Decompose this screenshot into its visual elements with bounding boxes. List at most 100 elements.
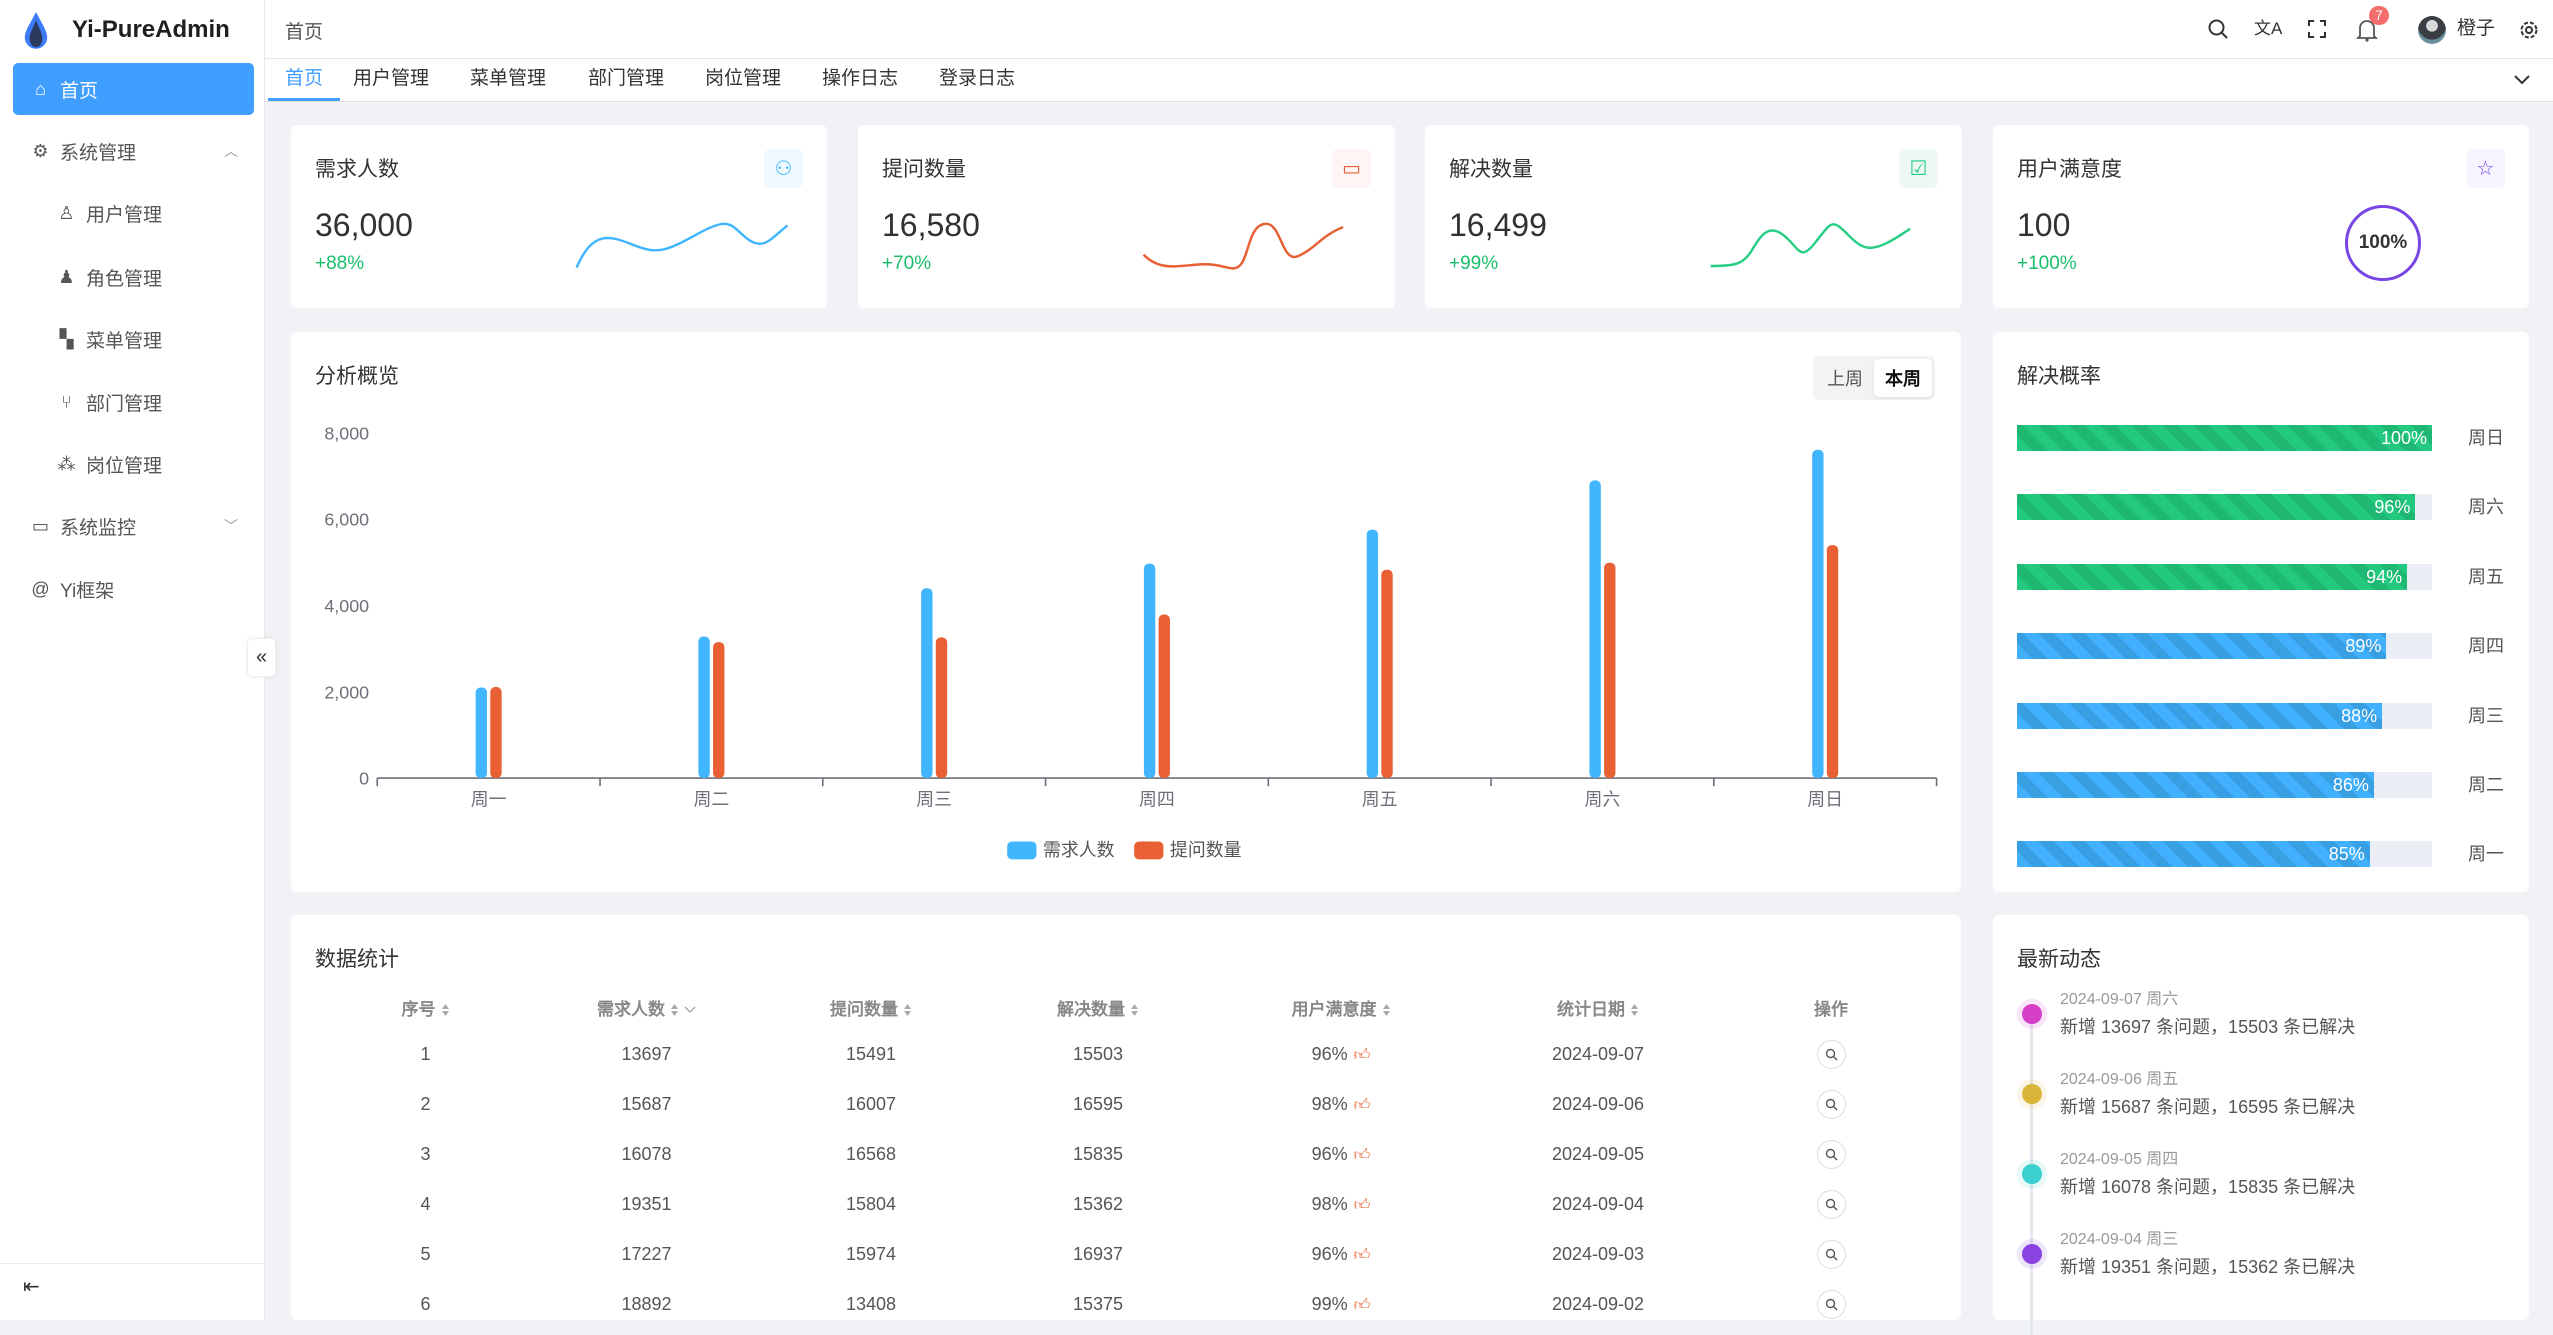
- bar-demand[interactable]: [698, 636, 710, 779]
- tab-menus[interactable]: 菜单管理: [470, 68, 547, 89]
- bar-questions[interactable]: [713, 642, 725, 779]
- sort-icon[interactable]: [1130, 1003, 1139, 1017]
- sidebar-item-label: 岗位管理: [86, 455, 163, 477]
- bar-questions[interactable]: [1381, 569, 1393, 779]
- bell-icon[interactable]: [2356, 18, 2378, 42]
- bar-demand[interactable]: [1589, 480, 1601, 779]
- cell-value: 15491: [845, 1043, 897, 1064]
- legend-label[interactable]: 提问数量: [1170, 840, 1242, 860]
- translate-icon[interactable]: 文A: [2254, 19, 2283, 38]
- progress-bar: 88%: [2017, 702, 2432, 729]
- column-header[interactable]: 序号: [315, 985, 536, 1029]
- legend-label[interactable]: 需求人数: [1043, 840, 1115, 860]
- progress-bar: 85%: [2017, 841, 2432, 868]
- bar-demand[interactable]: [1812, 449, 1824, 779]
- sidebar-item-depts[interactable]: ⑂ 部门管理: [13, 376, 254, 428]
- cell-value: 2024-09-02: [1551, 1293, 1645, 1314]
- tab-login-log[interactable]: 登录日志: [939, 68, 1016, 89]
- settings-gear-icon[interactable]: [2518, 19, 2540, 41]
- sidebar-item-home[interactable]: ⌂ 首页: [13, 63, 254, 115]
- sidebar-item-roles[interactable]: ♟ 角色管理: [13, 251, 254, 303]
- view-button[interactable]: [1816, 1089, 1846, 1119]
- timeline-date: 2024-09-07 周六: [2060, 991, 2179, 1008]
- cell-value: 5: [420, 1243, 431, 1264]
- sort-icon[interactable]: [1382, 1003, 1391, 1017]
- fullscreen-icon[interactable]: [2307, 19, 2327, 39]
- bar-questions[interactable]: [935, 637, 948, 779]
- sidebar-item-monitor[interactable]: ▭ 系统监控 ﹀: [13, 500, 254, 552]
- sidebar-item-yi-framework[interactable]: @ Yi框架: [13, 563, 254, 615]
- sidebar-item-label: Yi框架: [60, 580, 115, 602]
- column-header[interactable]: 用户满意度: [1211, 985, 1471, 1029]
- this-week-button[interactable]: 本周: [1874, 359, 1932, 397]
- tab-users[interactable]: 用户管理: [353, 68, 430, 89]
- sidebar-item-posts[interactable]: ⁂ 岗位管理: [13, 438, 254, 490]
- sort-icon[interactable]: [1630, 1003, 1639, 1017]
- bar-questions[interactable]: [490, 687, 502, 779]
- view-button[interactable]: [1816, 1139, 1846, 1169]
- bar-questions[interactable]: [1826, 545, 1839, 779]
- sidebar-item-system[interactable]: ⚙ 系统管理 ︿: [13, 125, 254, 177]
- progress-fill: 88%: [2017, 702, 2383, 729]
- table-cell: 15804: [757, 1179, 985, 1229]
- tab-depts[interactable]: 部门管理: [588, 68, 665, 89]
- view-button[interactable]: [1816, 1039, 1846, 1069]
- satisfaction-ring: 100%: [2345, 205, 2421, 281]
- table-row: 4 19351 15804 15362 98% 👍︎ 2024-09-04: [315, 1179, 1937, 1229]
- table-cell: 15503: [985, 1029, 1211, 1079]
- collapse-sidebar-button[interactable]: «: [247, 638, 276, 677]
- column-header[interactable]: 提问数量: [757, 985, 985, 1029]
- table-cell: [1725, 1079, 1937, 1129]
- view-button[interactable]: [1816, 1189, 1846, 1219]
- bar-questions[interactable]: [1604, 562, 1616, 779]
- sidebar-item-label: 系统管理: [60, 142, 137, 164]
- stat-title: 用户满意度: [2017, 158, 2122, 181]
- table-row: 5 17227 15974 16937 96% 👍︎ 2024-09-03: [315, 1229, 1937, 1279]
- table-row: 3 16078 16568 15835 96% 👍︎ 2024-09-05: [315, 1129, 1937, 1179]
- bar-demand[interactable]: [1366, 529, 1379, 779]
- bar-demand[interactable]: [1143, 563, 1156, 779]
- cell-value: 13697: [621, 1043, 672, 1064]
- progress-day-label: 周六: [2468, 497, 2504, 518]
- username[interactable]: 橙子: [2457, 18, 2496, 39]
- bar-demand[interactable]: [475, 687, 488, 779]
- tab-home[interactable]: 首页: [268, 59, 341, 101]
- column-header[interactable]: 解决数量: [985, 985, 1211, 1029]
- cell-value: 15362: [1072, 1193, 1124, 1214]
- sort-icon[interactable]: [670, 1003, 679, 1017]
- sidebar-item-menus[interactable]: ▚ 菜单管理: [13, 313, 254, 365]
- column-header[interactable]: 需求人数: [536, 985, 757, 1029]
- avatar[interactable]: [2418, 16, 2446, 44]
- bar-demand[interactable]: [921, 588, 933, 779]
- cell-value: 2024-09-06: [1551, 1093, 1645, 1114]
- bar-questions[interactable]: [1158, 614, 1170, 779]
- search-icon[interactable]: [2207, 18, 2229, 40]
- y-tick-label: 8,000: [324, 423, 369, 443]
- data-table-card: 数据统计 序号 需求人数 提问数量 解决数量 用户满意度 统计日期 操作 1 13697 154…: [291, 915, 1961, 1320]
- table-cell: 16937: [985, 1229, 1211, 1279]
- sort-icon[interactable]: [441, 1003, 450, 1017]
- sidebar-item-label: 系统监控: [60, 517, 137, 539]
- sidebar-item-users[interactable]: ♙ 用户管理: [13, 187, 254, 239]
- breadcrumb[interactable]: 首页: [285, 22, 324, 43]
- last-week-button[interactable]: 上周: [1827, 369, 1863, 389]
- timeline-text: 新增 19351 条问题，15362 条已解决: [2060, 1257, 2356, 1277]
- tab-posts[interactable]: 岗位管理: [705, 68, 782, 89]
- timeline-card: 最新动态 2024-09-07 周六 新增 13697 条问题，15503 条已解…: [1993, 915, 2529, 1335]
- thumbs-up-icon: 👍︎: [1353, 1046, 1371, 1064]
- table-cell: 13697: [536, 1029, 757, 1079]
- cell-value: 96%: [1311, 1243, 1348, 1264]
- column-header[interactable]: 统计日期: [1471, 985, 1725, 1029]
- view-button[interactable]: [1816, 1239, 1846, 1269]
- view-button[interactable]: [1816, 1289, 1846, 1319]
- notification-badge: 7: [2369, 6, 2389, 25]
- filter-chevron-icon[interactable]: [684, 1006, 696, 1014]
- sort-icon[interactable]: [903, 1003, 912, 1017]
- table-cell: 1: [315, 1029, 536, 1079]
- progress-day-label: 周日: [2468, 428, 2504, 448]
- table-cell: 5: [315, 1229, 536, 1279]
- cell-value: 3: [420, 1143, 431, 1164]
- tab-operation-log[interactable]: 操作日志: [822, 68, 899, 89]
- sidebar-toggle-button[interactable]: ⇤: [0, 1263, 264, 1312]
- tabs-more-chevron-icon[interactable]: [2513, 73, 2531, 87]
